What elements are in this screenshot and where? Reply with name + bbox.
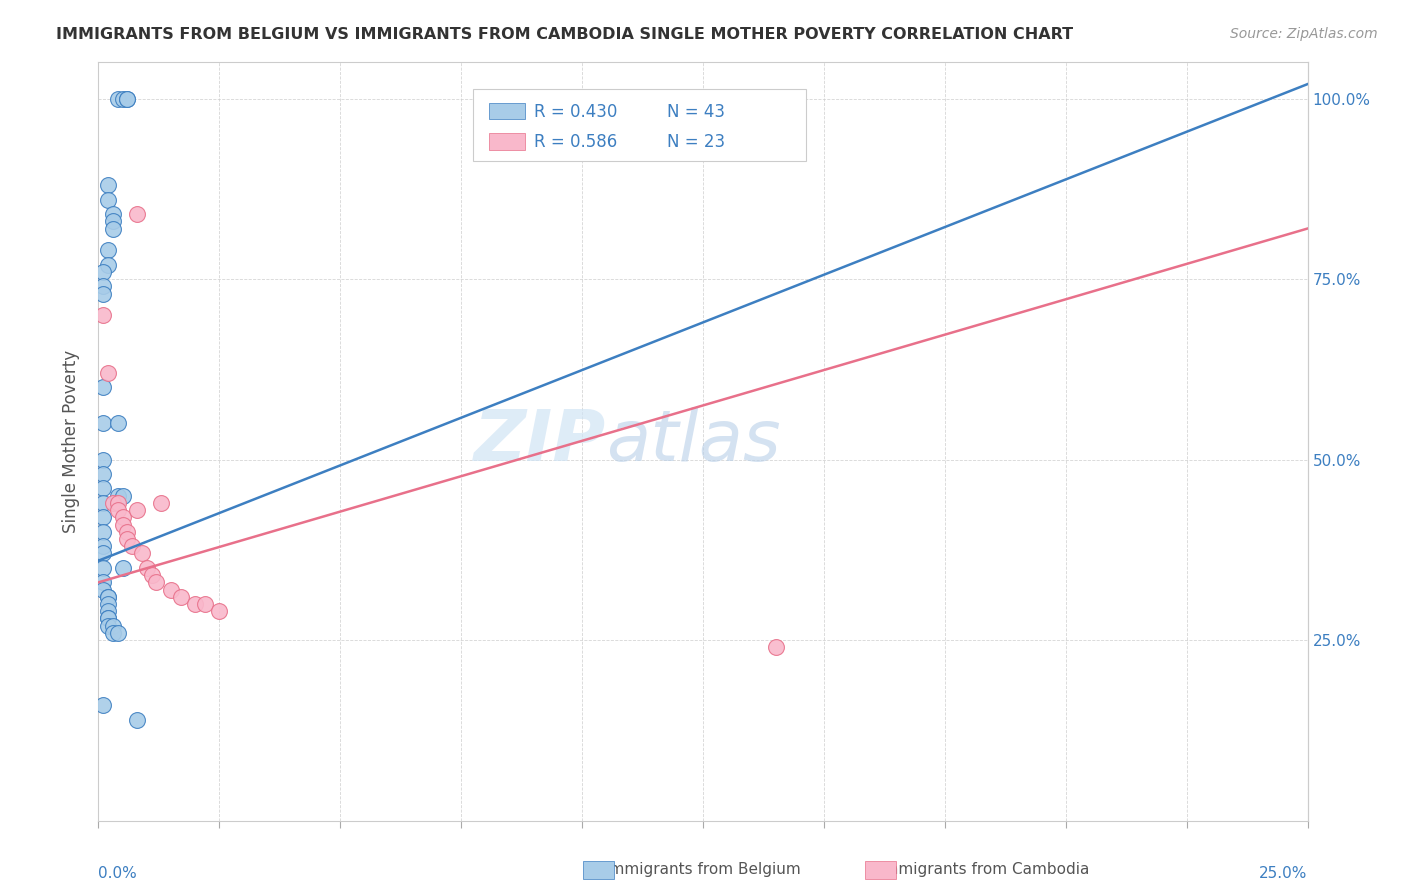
Point [91,561,114,575]
Point [91,482,114,496]
Text: N = 43: N = 43 [666,103,724,120]
Y-axis label: Single Mother Poverty: Single Mother Poverty [62,350,80,533]
Point [107,417,129,431]
Point [97,611,120,625]
Point [111,517,134,532]
Point [91,279,114,293]
Text: Source: ZipAtlas.com: Source: ZipAtlas.com [1230,27,1378,41]
Text: R = 0.586: R = 0.586 [534,133,617,151]
FancyBboxPatch shape [489,103,526,120]
Point [127,713,149,727]
Point [765,640,787,655]
Point [97,243,120,257]
Point [131,546,153,560]
Point [107,489,129,503]
Text: ZIP: ZIP [474,407,606,476]
Point [117,524,139,539]
Point [111,510,134,524]
Point [101,214,124,228]
Point [97,604,120,618]
Point [208,604,231,618]
Point [107,503,129,517]
Point [91,417,114,431]
Point [101,618,124,632]
Text: 0.0%: 0.0% [98,865,138,880]
Point [97,590,120,604]
Point [97,366,120,380]
Point [127,207,149,221]
Point [117,91,139,105]
Text: 25.0%: 25.0% [1260,865,1308,880]
Point [150,496,173,510]
Point [91,698,114,712]
Point [117,532,139,546]
Point [101,221,124,235]
Point [91,510,114,524]
Point [91,265,114,279]
Point [111,489,134,503]
Point [91,452,114,467]
Point [101,207,124,221]
Point [91,467,114,481]
Point [91,380,114,394]
Point [91,539,114,553]
Point [127,503,149,517]
Point [169,590,191,604]
Point [97,193,120,207]
Point [111,91,134,105]
Point [91,308,114,322]
Point [101,626,124,640]
FancyBboxPatch shape [474,89,806,161]
Point [97,597,120,611]
Text: Immigrants from Cambodia: Immigrants from Cambodia [879,863,1090,877]
Point [91,546,114,560]
Point [91,524,114,539]
Point [97,590,120,604]
Point [91,286,114,301]
Point [141,568,163,582]
Point [97,611,120,625]
Point [145,575,167,590]
Point [107,496,129,510]
Point [91,575,114,590]
Point [97,618,120,632]
Text: N = 23: N = 23 [666,133,725,151]
Text: IMMIGRANTS FROM BELGIUM VS IMMIGRANTS FROM CAMBODIA SINGLE MOTHER POVERTY CORREL: IMMIGRANTS FROM BELGIUM VS IMMIGRANTS FR… [56,27,1073,42]
Point [97,258,120,272]
Point [91,496,114,510]
Point [107,91,129,105]
Point [121,539,143,553]
Point [107,626,129,640]
Text: R = 0.430: R = 0.430 [534,103,617,120]
Point [97,178,120,193]
Point [184,597,207,611]
FancyBboxPatch shape [489,133,526,150]
Point [101,496,124,510]
Text: Immigrants from Belgium: Immigrants from Belgium [605,863,801,877]
Point [117,91,139,105]
Point [194,597,217,611]
Point [135,561,157,575]
Point [91,582,114,597]
Text: atlas: atlas [606,407,780,476]
Point [111,561,134,575]
Point [160,582,183,597]
